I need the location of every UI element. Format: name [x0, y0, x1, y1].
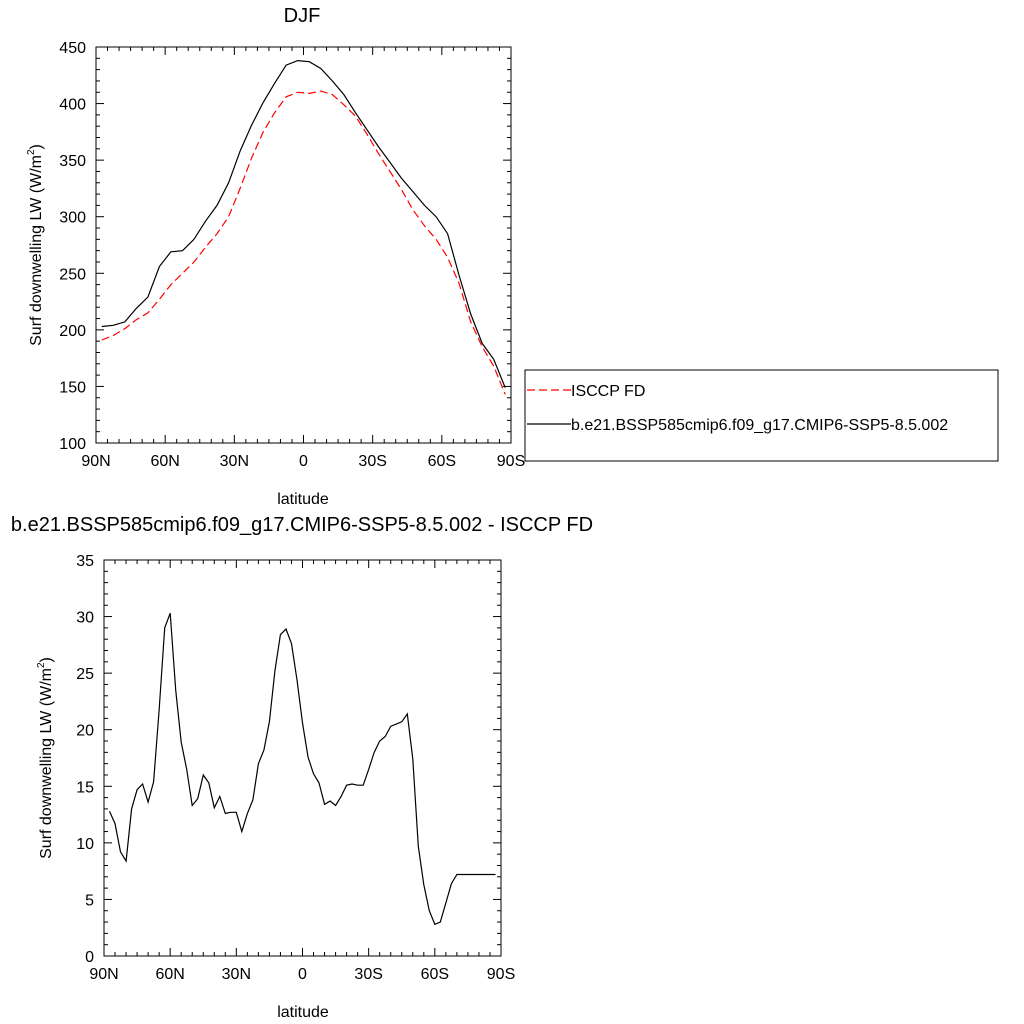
top-chart-x-axis-label: latitude: [277, 491, 329, 508]
bottom-chart-series-line-0: [108, 612, 496, 926]
top-chart-x-tick-label: 90N: [81, 453, 110, 470]
bottom-chart-series: [108, 612, 496, 926]
top-chart-y-tick-label: 350: [59, 153, 86, 170]
top-chart-axes: 90N 60N 30N 0 30S 60S 90S 100 150 200 250 300 350 400…: [59, 40, 525, 470]
legend: ISCCP FD b.e21.BSSP585cmip6.f09_g17.CMIP…: [524, 369, 999, 462]
top-chart-x-tick-label: 30N: [220, 453, 249, 470]
bottom-chart-axes: 90N 60N 30N 0 30S 60S 90S 0 5 10 15 20 25 30 35: [76, 553, 515, 983]
top-chart-y-tick-label: 200: [59, 323, 86, 340]
top-chart-plot-frame: [95, 46, 512, 444]
bottom-chart-y-tick-label: 20: [76, 723, 94, 740]
bottom-chart-x-tick-label: 90N: [89, 966, 118, 983]
top-chart-y-tick-label: 100: [59, 436, 86, 453]
top-chart-y-tick-label: 250: [59, 266, 86, 283]
bottom-chart-x-tick-label: 0: [298, 966, 307, 983]
bottom-chart-y-axis-label: Surf downwelling LW (W/m2): [36, 657, 55, 859]
top-chart-y-tick-label: 450: [59, 40, 86, 57]
top-chart-title: DJF: [284, 5, 321, 27]
bottom-chart-y-tick-label: 15: [76, 779, 94, 796]
top-chart-series-line-1: [101, 59, 506, 388]
top-chart-x-tick-label: 0: [299, 453, 308, 470]
top-chart-y-tick-label: 400: [59, 97, 86, 114]
bottom-chart-x-tick-label: 90S: [487, 966, 515, 983]
bottom-chart-y-tick-label: 35: [76, 553, 94, 570]
top-chart-y-tick-label: 300: [59, 210, 86, 227]
bottom-chart-x-tick-label: 30S: [354, 966, 382, 983]
top-chart-x-tick-label: 90S: [497, 453, 525, 470]
legend-label-isccp-fd: ISCCP FD: [571, 383, 645, 400]
top-chart-series-line-0: [101, 90, 506, 395]
top-chart-series: [101, 59, 506, 395]
top-chart-x-tick-label: 60S: [428, 453, 456, 470]
bottom-chart-x-tick-label: 60S: [421, 966, 449, 983]
bottom-chart-y-tick-label: 30: [76, 610, 94, 627]
bottom-chart-x-axis-label: latitude: [277, 1004, 329, 1021]
legend-label-model: b.e21.BSSP585cmip6.f09_g17.CMIP6-SSP5-8.…: [571, 417, 948, 434]
bottom-chart-y-tick-label: 10: [76, 836, 94, 853]
top-chart-y-tick-label: 150: [59, 379, 86, 396]
bottom-chart: b.e21.BSSP585cmip6.f09_g17.CMIP6-SSP5-8.…: [11, 514, 593, 1021]
bottom-chart-title: b.e21.BSSP585cmip6.f09_g17.CMIP6-SSP5-8.…: [11, 514, 593, 536]
bottom-chart-y-tick-label: 5: [85, 892, 94, 909]
bottom-chart-x-tick-label: 30N: [222, 966, 251, 983]
bottom-chart-y-tick-label: 25: [76, 666, 94, 683]
bottom-chart-y-tick-label: 0: [85, 949, 94, 966]
top-chart-y-axis-label: Surf downwelling LW (W/m2): [26, 144, 45, 346]
top-chart: DJF 90N 60N 30N 0 30S 60S 90S 100 150 200 250 300 35…: [26, 5, 525, 508]
bottom-chart-x-tick-label: 60N: [155, 966, 184, 983]
top-chart-x-tick-label: 60N: [150, 453, 179, 470]
legend-box: [524, 369, 999, 462]
top-chart-x-tick-label: 30S: [358, 453, 386, 470]
bottom-chart-plot-frame: [103, 559, 502, 957]
